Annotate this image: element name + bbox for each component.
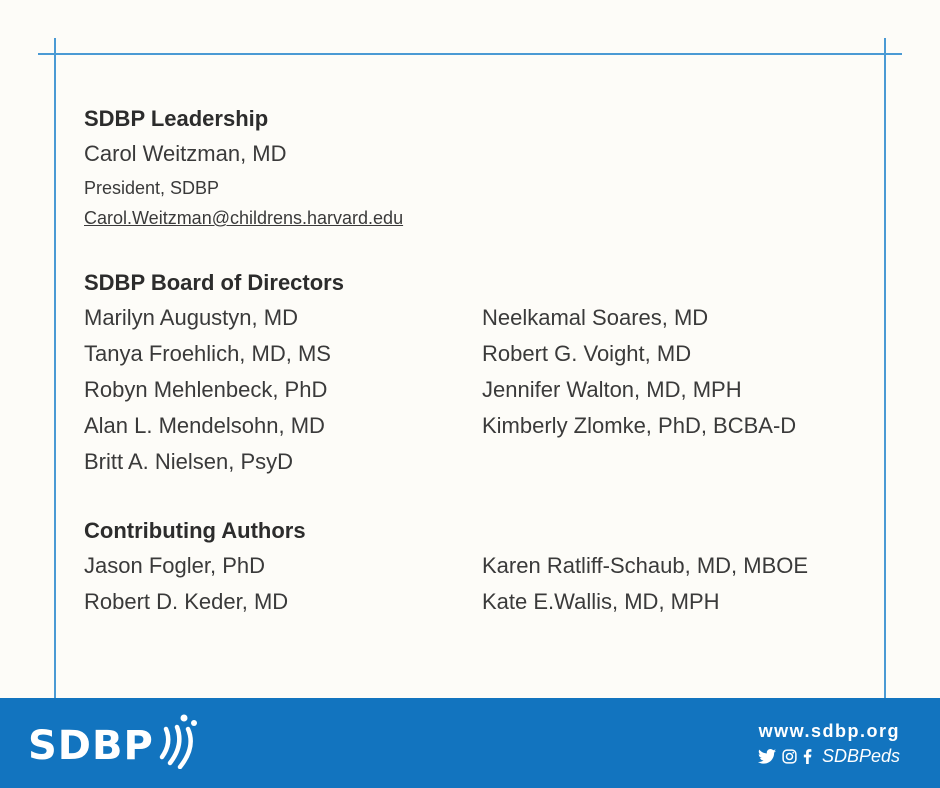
board-left-column: Marilyn Augustyn, MD Tanya Froehlich, MD… [84, 300, 482, 480]
logo-text: SDBP [28, 723, 154, 769]
authors-section: Contributing Authors Jason Fogler, PhD R… [84, 514, 884, 620]
twitter-icon[interactable] [757, 748, 776, 764]
footer-contact: www.sdbp.org SDBPeds [757, 718, 900, 768]
board-member: Neelkamal Soares, MD [482, 305, 709, 330]
facebook-icon[interactable] [803, 748, 812, 764]
social-row: SDBPeds [757, 744, 900, 768]
authors-right-column: Karen Ratliff-Schaub, MD, MBOE Kate E.Wa… [482, 548, 880, 620]
author-name: Robert D. Keder, MD [84, 589, 289, 614]
leadership-heading: SDBP Leadership [84, 106, 269, 131]
board-member: Kimberly Zlomke, PhD, BCBA-D [482, 413, 797, 438]
authors-left-column: Jason Fogler, PhD Robert D. Keder, MD [84, 548, 482, 620]
social-handle[interactable]: SDBPeds [821, 746, 900, 766]
board-member: Britt A. Nielsen, PsyD [84, 449, 294, 474]
board-columns: Marilyn Augustyn, MD Tanya Froehlich, MD… [84, 300, 884, 480]
authors-columns: Jason Fogler, PhD Robert D. Keder, MD Ka… [84, 548, 884, 620]
board-member: Robert G. Voight, MD [482, 341, 692, 366]
board-member: Alan L. Mendelsohn, MD [84, 413, 325, 438]
board-member: Tanya Froehlich, MD, MS [84, 341, 331, 366]
board-right-column: Neelkamal Soares, MD Robert G. Voight, M… [482, 300, 880, 480]
sdbp-logo: SDBP [28, 714, 202, 776]
author-name: Jason Fogler, PhD [84, 553, 265, 578]
board-member: Robyn Mehlenbeck, PhD [84, 377, 328, 402]
leader-email-link[interactable]: Carol.Weitzman@childrens.harvard.edu [84, 208, 404, 228]
website-link[interactable]: www.sdbp.org [758, 721, 900, 741]
logo-swoosh-icon [159, 714, 197, 769]
board-member: Jennifer Walton, MD, MPH [482, 377, 742, 402]
leader-title: President, SDBP [84, 178, 220, 198]
frame-left-line [54, 38, 56, 700]
board-heading: SDBP Board of Directors [84, 270, 344, 295]
footer-bar: SDBP www.sdbp.org SDBPeds [0, 698, 940, 788]
board-member: Marilyn Augustyn, MD [84, 305, 298, 330]
authors-heading: Contributing Authors [84, 518, 306, 543]
board-section: SDBP Board of Directors Marilyn Augustyn… [84, 266, 884, 480]
leader-name: Carol Weitzman, MD [84, 141, 287, 166]
author-name: Kate E.Wallis, MD, MPH [482, 589, 720, 614]
frame-top-line [38, 53, 902, 55]
instagram-icon[interactable] [782, 748, 797, 764]
leadership-section: SDBP Leadership Carol Weitzman, MD Presi… [84, 102, 884, 232]
frame-right-line [884, 38, 886, 700]
author-name: Karen Ratliff-Schaub, MD, MBOE [482, 553, 809, 578]
main-content: SDBP Leadership Carol Weitzman, MD Presi… [84, 102, 884, 654]
